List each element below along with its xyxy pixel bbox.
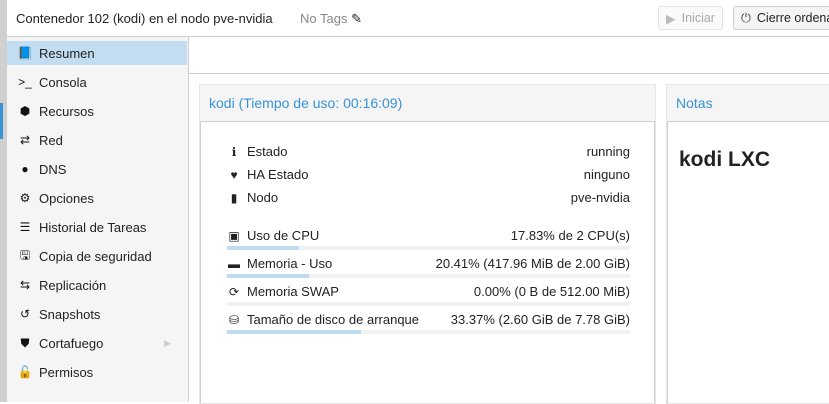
- history-icon: ↺: [19, 307, 31, 321]
- sidebar-item-consola[interactable]: >_ Consola: [7, 70, 187, 94]
- usage-progress-bar: [227, 302, 630, 306]
- sidebar-item-cortafuego[interactable]: ⛊ Cortafuego ▶: [7, 331, 187, 355]
- refresh-icon: ⟳: [228, 284, 240, 299]
- info-value: pve-nvidia: [570, 190, 630, 205]
- sidebar-item-label: DNS: [39, 161, 67, 177]
- tags-label: No Tags: [300, 11, 348, 26]
- sidebar: 📘 Resumen >_ Consola ⬢ Recursos ⇄ Red ● DNS ⚙ Opcio…: [7, 37, 189, 402]
- sidebar-item-dns[interactable]: ● DNS: [7, 157, 187, 181]
- info-value: ninguno: [583, 167, 630, 182]
- shutdown-label: Cierre ordena: [756, 11, 829, 25]
- sidebar-item-label: Copia de seguridad: [39, 248, 152, 264]
- usage-value: 0.00% (0 B de 512.00 MiB): [473, 284, 630, 299]
- sidebar-item-snapshots[interactable]: ↺ Snapshots: [7, 302, 187, 326]
- sidebar-item-label: Red: [39, 132, 63, 148]
- server-icon: ▮: [230, 190, 238, 205]
- sidebar-item-label: Cortafuego: [39, 335, 104, 351]
- tags[interactable]: No Tags ✎: [300, 11, 362, 27]
- start-label: Iniciar: [681, 11, 715, 25]
- start-button[interactable]: ▶ Iniciar: [658, 6, 723, 30]
- usage-value: 17.83% de 2 CPU(s): [510, 228, 630, 243]
- page-title: Contenedor 102 (kodi) en el nodo pve-nvi…: [16, 11, 273, 26]
- usage-progress-fill: [227, 330, 362, 334]
- notes-panel: Notas kodi LXC: [666, 84, 829, 404]
- sidebar-item-label: Historial de Tareas: [39, 219, 147, 235]
- unlock-icon: 🔓: [17, 365, 33, 379]
- sidebar-item-label: Snapshots: [39, 306, 101, 322]
- book-icon: 📘: [17, 46, 33, 60]
- left-edge: [0, 0, 7, 402]
- power-icon: ⏻: [741, 10, 751, 25]
- play-icon: ▶: [666, 11, 676, 26]
- sidebar-item-historial-de-tareas[interactable]: ☰ Historial de Tareas: [7, 215, 187, 239]
- usage-progress-bar: [227, 246, 630, 250]
- info-label: Estado: [247, 144, 288, 159]
- cpu-icon: ▣: [228, 228, 240, 243]
- usage-progress-fill: [227, 274, 310, 278]
- status-panel-body: ℹ Estado running ♥ HA Estado ninguno ▮ Nodo pve-…: [200, 121, 655, 403]
- usage-progress-bar: [227, 330, 630, 334]
- sidebar-item-replicaci-n[interactable]: ⇆ Replicación: [7, 273, 187, 297]
- notes-content: kodi LXC: [679, 148, 771, 171]
- usage-label: Uso de CPU: [247, 228, 320, 243]
- status-panel-title: kodi (Tiempo de uso: 00:16:09): [209, 95, 403, 111]
- usage-label: Memoria - Uso: [247, 256, 333, 271]
- memory-icon: ▬: [228, 256, 240, 271]
- info-row: ℹ Estado running: [227, 144, 630, 159]
- usage-value: 33.37% (2.60 GiB de 7.78 GiB): [450, 312, 630, 327]
- pencil-icon[interactable]: ✎: [351, 11, 362, 26]
- edge-indicator: [0, 103, 3, 139]
- sidebar-item-red[interactable]: ⇄ Red: [7, 128, 187, 152]
- usage-row: ▬ Memoria - Uso 20.41% (417.96 MiB de 2.00…: [227, 256, 630, 271]
- sidebar-item-recursos[interactable]: ⬢ Recursos: [7, 99, 187, 123]
- status-panel: kodi (Tiempo de uso: 00:16:09) ℹ Estado ru…: [199, 84, 656, 404]
- chevron-right-icon: ▶: [164, 337, 171, 348]
- sidebar-item-permisos[interactable]: 🔓 Permisos: [7, 360, 187, 384]
- sidebar-item-copia-de-seguridad[interactable]: 🖫 Copia de seguridad: [7, 244, 187, 268]
- heartbeat-icon: ♥: [230, 167, 238, 182]
- globe-icon: ●: [21, 162, 29, 176]
- terminal-icon: >_: [18, 75, 32, 89]
- shutdown-button[interactable]: ⏻ Cierre ordena: [733, 6, 829, 30]
- retweet-icon: ⇆: [19, 278, 31, 292]
- notes-panel-body[interactable]: kodi LXC: [667, 121, 829, 403]
- sidebar-item-label: Replicación: [39, 277, 107, 293]
- shield-icon: ⛊: [20, 335, 30, 350]
- header: Contenedor 102 (kodi) en el nodo pve-nvi…: [7, 0, 829, 37]
- usage-label: Tamaño de disco de arranque: [247, 312, 420, 327]
- info-row: ▮ Nodo pve-nvidia: [227, 190, 630, 205]
- usage-label: Memoria SWAP: [247, 284, 339, 299]
- floppy-icon: 🖫: [19, 247, 31, 262]
- hdd-icon: ⛁: [228, 312, 240, 327]
- sidebar-item-label: Permisos: [39, 364, 94, 380]
- info-label: Nodo: [247, 190, 279, 205]
- sidebar-item-label: Consola: [39, 74, 87, 90]
- list-icon: ☰: [19, 220, 31, 234]
- sidebar-item-label: Opciones: [39, 190, 94, 206]
- usage-value: 20.41% (417.96 MiB de 2.00 GiB): [435, 256, 630, 271]
- info-row: ♥ HA Estado ninguno: [227, 167, 630, 182]
- info-icon: ℹ: [231, 144, 237, 159]
- sidebar-item-label: Recursos: [39, 103, 94, 119]
- info-value: running: [586, 144, 630, 159]
- notes-panel-title: Notas: [676, 95, 713, 111]
- sidebar-item-label: Resumen: [39, 45, 95, 61]
- usage-row: ⛁ Tamaño de disco de arranque 33.37% (2.60…: [227, 312, 630, 327]
- sidebar-item-opciones[interactable]: ⚙ Opciones: [7, 186, 187, 210]
- exchange-icon: ⇄: [19, 133, 31, 147]
- usage-progress-fill: [227, 246, 299, 250]
- usage-row: ⟳ Memoria SWAP 0.00% (0 B de 512.00 MiB): [227, 284, 630, 299]
- info-label: HA Estado: [247, 167, 309, 182]
- cube-icon: ⬢: [19, 104, 31, 118]
- usage-progress-bar: [227, 274, 630, 278]
- gear-icon: ⚙: [19, 191, 31, 205]
- sidebar-item-resumen[interactable]: 📘 Resumen: [7, 41, 187, 65]
- toolbar: [189, 37, 829, 74]
- usage-row: ▣ Uso de CPU 17.83% de 2 CPU(s): [227, 228, 630, 243]
